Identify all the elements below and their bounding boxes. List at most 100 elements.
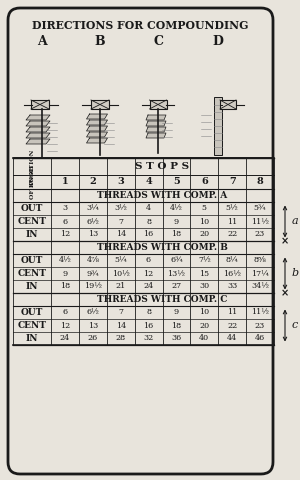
- Text: 4: 4: [146, 204, 151, 213]
- Text: 6¾: 6¾: [170, 256, 183, 264]
- Text: 7: 7: [118, 309, 123, 316]
- Text: 5½: 5½: [226, 204, 239, 213]
- Text: 6: 6: [62, 309, 68, 316]
- Bar: [220, 100, 236, 109]
- Bar: [91, 100, 109, 109]
- Text: IN: IN: [26, 282, 38, 291]
- Text: 24: 24: [143, 283, 154, 290]
- Text: 7½: 7½: [198, 256, 211, 264]
- Text: 22: 22: [227, 322, 237, 329]
- Text: 10: 10: [199, 217, 209, 226]
- Polygon shape: [146, 115, 166, 120]
- Bar: [214, 97, 222, 155]
- Text: 3¼: 3¼: [86, 204, 99, 213]
- Text: A: A: [37, 35, 47, 48]
- Text: POSITION: POSITION: [29, 148, 34, 185]
- Text: 13½: 13½: [167, 269, 185, 277]
- Text: 6: 6: [62, 217, 68, 226]
- Text: 11: 11: [227, 217, 237, 226]
- Polygon shape: [146, 127, 166, 132]
- Polygon shape: [146, 133, 166, 138]
- Polygon shape: [26, 139, 50, 144]
- Text: OUT: OUT: [21, 308, 43, 317]
- Polygon shape: [26, 133, 50, 138]
- Text: 3½: 3½: [114, 204, 127, 213]
- Text: 14: 14: [116, 230, 126, 239]
- Text: b: b: [291, 268, 298, 278]
- Text: 4½: 4½: [58, 256, 71, 264]
- Text: 5¾: 5¾: [254, 204, 266, 213]
- Text: 5¼: 5¼: [114, 256, 127, 264]
- Text: 6: 6: [146, 256, 151, 264]
- Text: 4½: 4½: [170, 204, 183, 213]
- Text: 2: 2: [89, 178, 96, 187]
- Text: OUT: OUT: [21, 256, 43, 265]
- Text: 33: 33: [227, 283, 237, 290]
- Bar: [149, 100, 167, 109]
- Text: 11: 11: [227, 309, 237, 316]
- Text: 13: 13: [88, 322, 98, 329]
- Text: OF KNOB: OF KNOB: [29, 165, 34, 199]
- Text: 10: 10: [199, 309, 209, 316]
- Text: 8¼: 8¼: [226, 256, 239, 264]
- Text: DIRECTIONS FOR COMPOUNDING: DIRECTIONS FOR COMPOUNDING: [32, 20, 248, 31]
- Text: 11½: 11½: [251, 217, 269, 226]
- Polygon shape: [26, 127, 50, 132]
- Text: 7: 7: [118, 217, 123, 226]
- Text: 46: 46: [255, 335, 265, 343]
- Text: 8: 8: [257, 178, 263, 187]
- Text: 36: 36: [171, 335, 182, 343]
- Text: THREADS WITH COMP. C: THREADS WITH COMP. C: [97, 295, 228, 304]
- Text: 22: 22: [227, 230, 237, 239]
- Text: 44: 44: [227, 335, 237, 343]
- Text: 16½: 16½: [223, 269, 241, 277]
- Text: B: B: [95, 35, 105, 48]
- Text: IN: IN: [26, 334, 38, 343]
- Text: a: a: [292, 216, 298, 227]
- Polygon shape: [26, 121, 50, 126]
- Text: 4⅞: 4⅞: [86, 256, 99, 264]
- Text: ×: ×: [281, 288, 289, 298]
- Text: 8⅝: 8⅝: [254, 256, 266, 264]
- FancyBboxPatch shape: [8, 8, 273, 474]
- Text: 21: 21: [116, 283, 126, 290]
- Text: 12: 12: [60, 230, 70, 239]
- Text: 32: 32: [143, 335, 154, 343]
- Text: 15: 15: [199, 269, 209, 277]
- Polygon shape: [86, 114, 107, 119]
- Text: 27: 27: [171, 283, 182, 290]
- Text: D: D: [213, 35, 224, 48]
- Text: 10½: 10½: [112, 269, 130, 277]
- Text: 12: 12: [143, 269, 154, 277]
- Text: 19½: 19½: [84, 283, 102, 290]
- Text: 28: 28: [116, 335, 126, 343]
- Text: THREADS WITH COMP. B: THREADS WITH COMP. B: [97, 243, 228, 252]
- Text: S T O P S: S T O P S: [135, 162, 190, 171]
- Text: 3: 3: [62, 204, 68, 213]
- Polygon shape: [86, 138, 107, 143]
- Polygon shape: [86, 132, 107, 137]
- Text: 20: 20: [199, 322, 209, 329]
- Text: 18: 18: [171, 230, 182, 239]
- Text: 24: 24: [60, 335, 70, 343]
- Text: 16: 16: [143, 230, 154, 239]
- Text: 4: 4: [145, 178, 152, 187]
- Text: 18: 18: [171, 322, 182, 329]
- Text: ×: ×: [281, 236, 289, 246]
- Polygon shape: [146, 121, 166, 126]
- Text: 40: 40: [199, 335, 209, 343]
- Text: 8: 8: [146, 217, 151, 226]
- Text: 13: 13: [88, 230, 98, 239]
- Text: CENT: CENT: [17, 217, 46, 226]
- Text: 9: 9: [174, 217, 179, 226]
- Text: 12: 12: [60, 322, 70, 329]
- Text: CENT: CENT: [17, 321, 46, 330]
- Text: 16: 16: [143, 322, 154, 329]
- Text: 34½: 34½: [251, 283, 269, 290]
- Text: 6: 6: [201, 178, 208, 187]
- Text: 6½: 6½: [86, 217, 99, 226]
- Polygon shape: [86, 126, 107, 131]
- Text: CENT: CENT: [17, 269, 46, 278]
- Text: 9: 9: [174, 309, 179, 316]
- Text: 6½: 6½: [86, 309, 99, 316]
